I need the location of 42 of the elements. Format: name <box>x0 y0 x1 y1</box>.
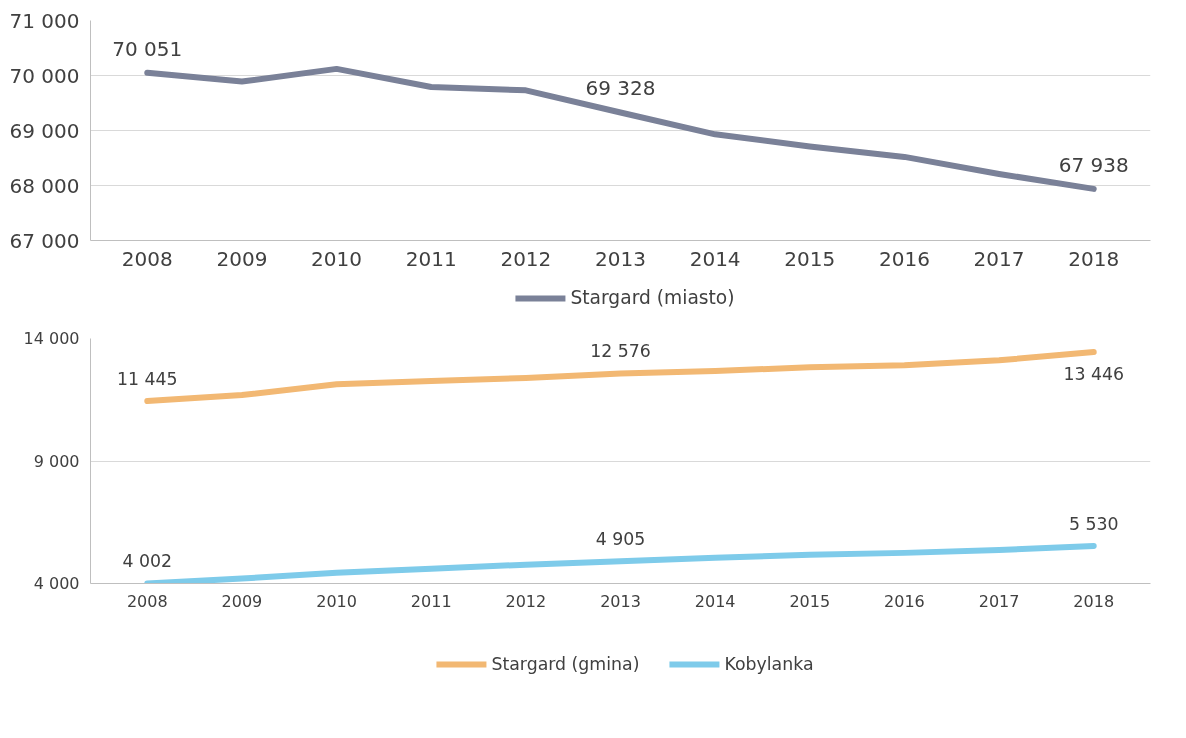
x-tick-label: 2010 <box>311 246 363 271</box>
x-tick-label: 2008 <box>121 246 173 271</box>
data-label: 69 328 <box>585 76 656 101</box>
y-tick-label: 71 000 <box>9 8 80 33</box>
x-tick-label: 2009 <box>221 591 263 611</box>
data-label: 5 530 <box>1068 514 1119 535</box>
x-tick-label: 2017 <box>978 591 1020 611</box>
data-label: 11 445 <box>116 369 178 390</box>
y-tick-label: 14 000 <box>23 329 80 348</box>
data-label: 4 905 <box>595 529 646 550</box>
y-tick-label: 68 000 <box>9 173 80 198</box>
legend-label: Stargard (miasto) <box>570 287 735 308</box>
x-tick-label: 2013 <box>600 591 641 611</box>
data-label: 67 938 <box>1058 152 1129 177</box>
x-tick-label: 2012 <box>500 246 552 271</box>
x-tick-label: 2014 <box>694 591 736 611</box>
legend-label: Stargard (gmina) <box>491 654 640 674</box>
y-tick-label: 9 000 <box>33 451 80 471</box>
data-label: 13 446 <box>1063 364 1125 385</box>
data-label: 70 051 <box>112 36 183 61</box>
y-tick-label: 69 000 <box>9 118 80 143</box>
y-tick-label: 70 000 <box>9 63 80 88</box>
x-tick-label: 2013 <box>595 246 646 271</box>
x-tick-label: 2016 <box>884 591 925 611</box>
x-tick-label: 2015 <box>784 246 836 271</box>
y-tick-label: 67 000 <box>9 228 80 253</box>
x-tick-label: 2008 <box>126 591 168 611</box>
x-tick-label: 2016 <box>878 246 930 271</box>
data-label: 4 002 <box>122 551 173 572</box>
x-tick-label: 2018 <box>1068 246 1120 271</box>
y-tick-label: 4 000 <box>33 574 80 593</box>
x-tick-label: 2010 <box>316 591 357 611</box>
x-tick-label: 2009 <box>216 246 268 271</box>
data-label: 12 576 <box>590 341 651 362</box>
x-tick-label: 2011 <box>405 246 457 271</box>
x-tick-label: 2018 <box>1073 591 1115 611</box>
x-tick-label: 2015 <box>789 591 831 611</box>
x-tick-label: 2011 <box>410 591 452 611</box>
x-tick-label: 2014 <box>689 246 741 271</box>
legend-label: Kobylanka <box>724 654 814 674</box>
x-tick-label: 2012 <box>505 591 547 611</box>
x-tick-label: 2017 <box>973 246 1025 271</box>
